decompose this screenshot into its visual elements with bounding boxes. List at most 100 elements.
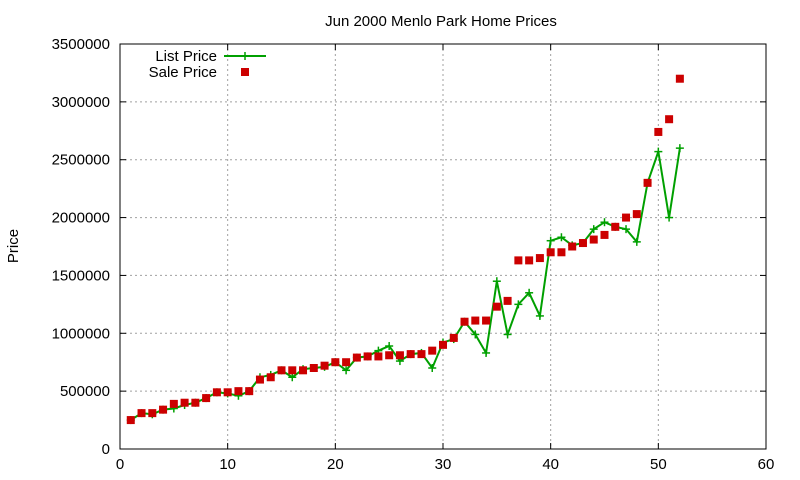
y-tick-label: 2000000 xyxy=(52,210,110,227)
sale-price-point xyxy=(654,127,663,136)
list-price-point xyxy=(482,348,491,357)
sale-price-point xyxy=(632,210,641,219)
y-tick-label: 1500000 xyxy=(52,267,110,284)
sale-price-point xyxy=(202,394,211,403)
list-price-point xyxy=(589,225,598,234)
sale-price-point xyxy=(417,350,426,359)
sale-price-point xyxy=(428,346,437,355)
sale-price-point xyxy=(180,398,189,407)
sale-price-point xyxy=(309,364,318,372)
sale-price-point xyxy=(126,416,135,425)
sale-price-point xyxy=(277,366,286,375)
sale-price-point xyxy=(374,352,383,361)
axes: 0 10 20 30 40 50 60 0 500000 1000000 1500000 200000… xyxy=(52,36,775,473)
plot-frame xyxy=(119,43,767,450)
sale-price-point xyxy=(342,358,351,367)
list-price-point xyxy=(535,311,544,320)
x-tick-label: 60 xyxy=(758,456,775,473)
list-price-point xyxy=(622,225,631,234)
sale-price-point xyxy=(395,351,404,360)
sale-price-point xyxy=(643,178,652,187)
sale-price-point xyxy=(169,399,178,408)
sale-price-point xyxy=(320,361,329,370)
sale-price-point xyxy=(503,296,512,305)
y-tick-label: 2500000 xyxy=(52,152,110,169)
list-price-point xyxy=(600,218,609,227)
y-tick-label: 0 xyxy=(102,441,110,458)
list-price-point xyxy=(546,236,555,245)
legend-label: Sale Price xyxy=(149,64,217,81)
sale-price-point xyxy=(568,242,577,251)
sale-price-point xyxy=(255,375,264,384)
sale-price-point xyxy=(665,115,674,124)
series-sale-price xyxy=(126,74,684,425)
plot-area xyxy=(126,74,684,425)
series-line xyxy=(130,147,681,421)
sale-price-point xyxy=(675,74,684,83)
y-tick-label: 500000 xyxy=(60,383,110,400)
list-price-point xyxy=(675,144,684,153)
list-price-point xyxy=(632,237,641,246)
list-price-point xyxy=(514,300,523,309)
sale-price-point xyxy=(159,405,168,414)
sale-price-point xyxy=(460,317,469,326)
list-price-point xyxy=(385,342,394,351)
sale-price-point xyxy=(137,409,146,418)
legend-square-swatch xyxy=(241,68,249,76)
sale-price-point xyxy=(600,230,609,239)
sale-price-point xyxy=(266,373,275,382)
sale-price-point xyxy=(471,316,480,325)
list-price-point xyxy=(428,364,437,372)
list-price-point xyxy=(654,147,663,156)
sale-price-point xyxy=(234,387,243,396)
sale-price-point xyxy=(492,302,501,311)
y-axis-label: Price xyxy=(5,229,22,263)
x-tick-label: 20 xyxy=(327,456,344,473)
sale-price-point xyxy=(449,333,458,342)
x-tick-label: 0 xyxy=(116,456,124,473)
list-price-point xyxy=(557,233,566,242)
sale-price-point xyxy=(578,239,587,248)
list-price-point xyxy=(525,288,534,297)
y-tick-label: 3500000 xyxy=(52,36,110,53)
chart-title: Jun 2000 Menlo Park Home Prices xyxy=(325,13,557,30)
y-tick-label: 3000000 xyxy=(52,94,110,111)
list-price-point xyxy=(665,213,674,222)
sale-price-point xyxy=(245,387,254,396)
list-price-point xyxy=(492,277,501,286)
x-tick-label: 50 xyxy=(650,456,667,473)
sale-price-point xyxy=(191,398,200,407)
series-list-price xyxy=(126,144,684,425)
sale-price-point xyxy=(611,222,620,231)
sale-price-point xyxy=(385,351,394,360)
list-price-point xyxy=(342,366,351,375)
sale-price-point xyxy=(363,352,372,361)
x-tick-label: 30 xyxy=(435,456,452,473)
sale-price-point xyxy=(212,388,221,397)
sale-price-point xyxy=(557,248,566,257)
sale-price-point xyxy=(535,254,544,263)
sale-price-point xyxy=(482,316,491,325)
x-tick-label: 40 xyxy=(542,456,559,473)
list-price-point xyxy=(503,330,512,339)
sale-price-point xyxy=(525,256,534,265)
sale-price-point xyxy=(148,409,157,418)
sale-price-point xyxy=(352,353,361,362)
legend-label: List Price xyxy=(155,48,217,65)
sale-price-point xyxy=(514,256,523,265)
sale-price-point xyxy=(288,366,297,375)
sale-price-point xyxy=(331,358,340,367)
x-tick-label: 10 xyxy=(219,456,236,473)
sale-price-point xyxy=(589,235,598,244)
grid-lines xyxy=(120,44,766,449)
sale-price-point xyxy=(546,248,555,257)
y-tick-label: 1000000 xyxy=(52,325,110,342)
list-price-point xyxy=(471,330,480,339)
sale-price-point xyxy=(439,340,447,349)
sale-price-point xyxy=(299,366,308,375)
legend-cross-swatch xyxy=(241,52,249,60)
sale-price-point xyxy=(622,213,631,222)
sale-price-point xyxy=(406,350,415,359)
